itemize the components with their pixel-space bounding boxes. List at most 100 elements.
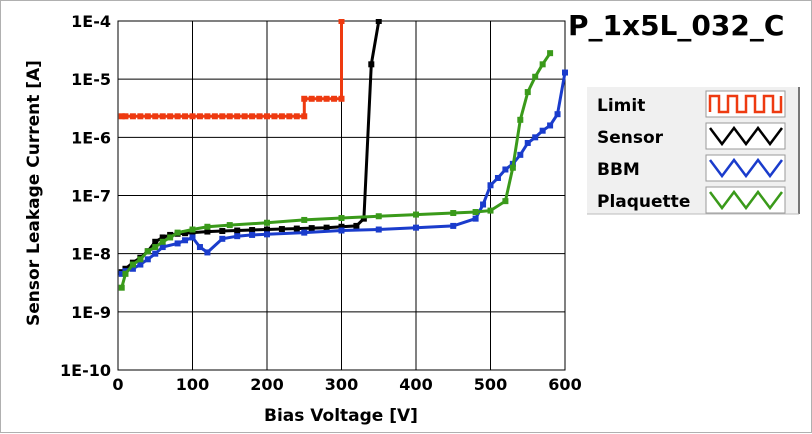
data-point	[375, 19, 382, 24]
data-point	[286, 113, 293, 120]
data-point	[323, 224, 330, 231]
data-point	[159, 113, 166, 120]
y-tick-label: 1E-4	[71, 12, 111, 31]
data-point	[182, 113, 189, 120]
data-point	[502, 166, 509, 173]
data-point	[159, 238, 166, 245]
data-point	[174, 113, 181, 120]
series-limit	[118, 19, 345, 120]
data-point	[144, 256, 151, 263]
data-point	[524, 139, 531, 146]
data-point	[196, 244, 203, 251]
data-point	[308, 95, 315, 102]
data-point	[413, 224, 419, 231]
data-point	[539, 127, 546, 134]
legend-label: BBM	[597, 160, 640, 180]
legend-label: Limit	[597, 96, 645, 116]
data-point	[450, 210, 457, 217]
data-point	[293, 113, 300, 120]
data-point	[129, 265, 136, 272]
data-point	[122, 113, 129, 120]
data-point	[472, 215, 479, 222]
x-tick-label: 100	[176, 375, 209, 394]
data-point	[323, 95, 330, 102]
data-point	[129, 261, 136, 268]
data-point	[494, 174, 501, 181]
data-point	[517, 116, 524, 123]
triangle-wave-icon	[709, 157, 783, 179]
data-point	[338, 227, 345, 234]
data-point	[241, 113, 248, 120]
data-point	[234, 227, 241, 234]
data-point	[562, 69, 568, 76]
data-point	[137, 256, 144, 263]
square-wave-icon	[708, 94, 783, 114]
data-point	[264, 226, 270, 233]
triangle-wave-icon	[709, 125, 783, 147]
data-point	[301, 113, 308, 120]
series-bbm	[118, 69, 568, 277]
data-point	[152, 250, 159, 257]
data-point	[211, 113, 218, 120]
y-tick-label: 1E-6	[71, 128, 111, 147]
data-point	[502, 198, 509, 205]
data-point	[517, 151, 524, 158]
data-point	[338, 223, 345, 230]
grid	[118, 21, 565, 370]
data-point	[204, 113, 211, 120]
data-point	[234, 113, 241, 120]
data-point	[413, 211, 419, 218]
legend-label: Sensor	[597, 128, 664, 148]
data-point	[167, 113, 174, 120]
data-point	[118, 284, 125, 291]
y-tick-label: 1E-7	[71, 187, 111, 206]
data-point	[159, 244, 166, 251]
y-tick-label: 1E-9	[71, 303, 111, 322]
data-point	[547, 50, 554, 57]
data-point	[196, 113, 203, 120]
x-tick-label: 300	[325, 375, 358, 394]
data-point	[204, 223, 211, 230]
data-point	[480, 201, 487, 208]
data-point	[189, 113, 196, 120]
data-point	[301, 95, 308, 102]
series-plaquette	[118, 50, 554, 291]
data-point	[219, 113, 226, 120]
data-point	[316, 95, 323, 102]
data-point	[182, 230, 189, 237]
data-point	[152, 244, 159, 251]
legend: Limit Sensor BBM Plaquette	[587, 87, 800, 215]
data-point	[487, 182, 494, 189]
series-layer	[118, 19, 568, 291]
y-axis-label: Sensor Leakage Current [A]	[24, 60, 44, 326]
data-point	[137, 261, 144, 268]
data-point	[118, 270, 125, 277]
data-point	[472, 209, 479, 216]
data-point	[301, 216, 308, 223]
data-point	[174, 229, 181, 236]
data-point	[539, 61, 546, 68]
data-point	[226, 113, 233, 120]
data-point	[152, 238, 159, 245]
data-point	[338, 95, 345, 102]
data-point	[368, 61, 375, 68]
data-point	[234, 233, 241, 240]
data-point	[547, 122, 554, 129]
data-point	[375, 226, 382, 233]
data-point	[338, 215, 345, 222]
x-tick-label: 500	[474, 375, 507, 394]
data-point	[375, 213, 382, 220]
data-point	[249, 231, 256, 238]
x-axis-label: Bias Voltage [V]	[264, 406, 418, 426]
data-point	[308, 225, 315, 232]
data-point	[532, 73, 539, 80]
x-tick-label: 400	[399, 375, 432, 394]
data-point	[331, 95, 338, 102]
data-point	[189, 234, 196, 241]
data-point	[144, 248, 151, 255]
x-tick-label: 0	[112, 375, 123, 394]
x-tick-label: 600	[548, 375, 581, 394]
data-point	[129, 113, 136, 120]
